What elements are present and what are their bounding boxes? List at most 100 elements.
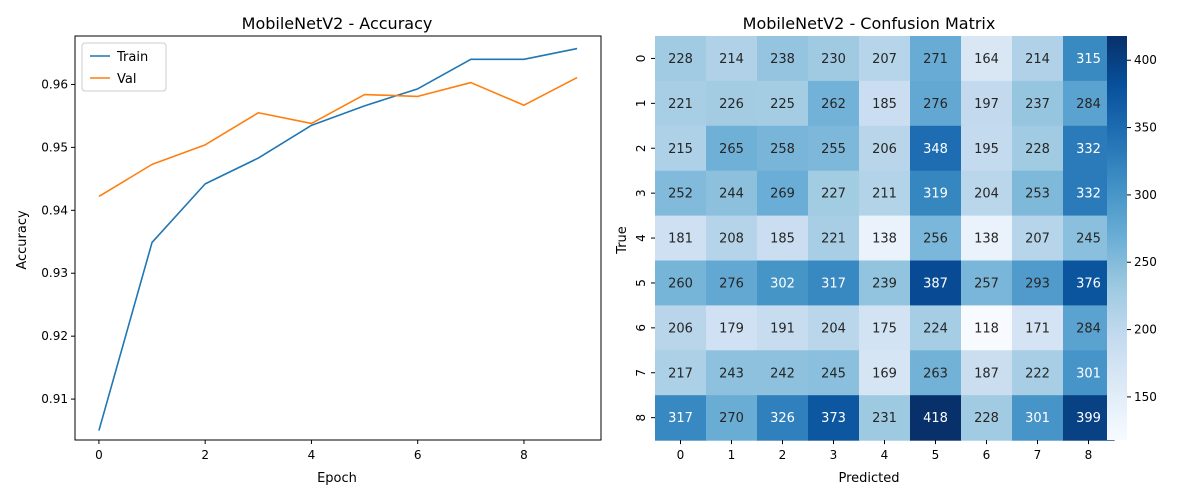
y-tick-label: 0.91 (41, 392, 68, 406)
x-tick-label: 6 (414, 448, 422, 462)
heatmap-cell-label: 206 (872, 142, 897, 157)
heatmap-cell-label: 244 (719, 187, 744, 202)
heatmap-cell-label: 227 (821, 187, 846, 202)
heatmap-cell (1063, 36, 1115, 82)
colorbar-tick-label: 400 (1134, 53, 1157, 67)
colorbar-tick-label: 200 (1134, 323, 1157, 337)
heatmap-cell-label: 301 (1076, 366, 1101, 381)
heatmap-cell (655, 260, 707, 306)
heatmap-cell-label: 245 (821, 366, 846, 381)
heatmap-cell-label: 207 (872, 52, 897, 67)
colorbar-tick-label: 250 (1134, 255, 1157, 269)
heatmap-x-tick-label: 0 (677, 448, 685, 462)
accuracy-chart-series (98, 47, 578, 431)
heatmap-cell (910, 305, 962, 351)
heatmap-cell (859, 305, 911, 351)
heatmap-x-tick-label: 1 (728, 448, 736, 462)
heatmap-cell-label: 293 (1025, 276, 1050, 291)
heatmap-cell (706, 350, 758, 396)
heatmap-cell (706, 80, 758, 127)
colorbar-gradient (1107, 36, 1127, 440)
heatmap-cell-label: 399 (1076, 411, 1101, 426)
y-tick-label: 0.92 (41, 329, 68, 343)
heatmap-cell-label: 387 (923, 276, 948, 291)
accuracy-chart: MobileNetV2 - Accuracy Epoch Accuracy 0 2… (15, 14, 602, 486)
heatmap-cell-label: 256 (923, 232, 948, 247)
heatmap-cell-label: 215 (668, 142, 693, 157)
confusion-matrix-ticks: 0 1 2 3 4 5 6 7 8 0 1 2 3 4 5 6 7 8 (634, 55, 1092, 462)
confusion-matrix-xlabel: Predicted (838, 471, 899, 486)
heatmap-cell-label: 228 (974, 411, 999, 426)
colorbar: 150 200 250 300 350 400 (1107, 36, 1157, 440)
heatmap-cell-label: 317 (668, 411, 693, 426)
heatmap-cell (757, 395, 809, 441)
heatmap-cell-label: 332 (1076, 187, 1101, 202)
y-tick-label: 0.93 (41, 266, 68, 280)
heatmap-cell-label: 175 (872, 321, 897, 336)
heatmap-cell (961, 260, 1013, 306)
heatmap-cell (1012, 215, 1064, 262)
heatmap-cell (757, 36, 809, 82)
heatmap-cell-label: 206 (668, 321, 693, 336)
heatmap-cell (1012, 170, 1064, 217)
heatmap-cell-label: 221 (821, 232, 846, 247)
heatmap-cell-label: 230 (821, 52, 846, 67)
heatmap-cell-label: 239 (872, 276, 897, 291)
heatmap-x-tick-label: 3 (830, 448, 838, 462)
heatmap-cell-label: 228 (668, 52, 693, 67)
heatmap-cell-label: 204 (974, 187, 999, 202)
heatmap-cell-label: 276 (923, 97, 948, 112)
heatmap-cell-label: 179 (719, 321, 744, 336)
heatmap-x-tick-label: 8 (1085, 448, 1093, 462)
heatmap-cell-label: 270 (719, 411, 744, 426)
heatmap-cell-label: 214 (1025, 52, 1050, 67)
heatmap-y-tick-label: 7 (634, 369, 648, 377)
heatmap-cell (706, 170, 758, 217)
heatmap-cell-label: 301 (1025, 411, 1050, 426)
heatmap-cell (961, 36, 1013, 82)
heatmap-cell-label: 169 (872, 366, 897, 381)
accuracy-chart-ticks: 0 2 4 6 8 0.91 0.92 0.93 0.94 0.95 0.96 (41, 77, 527, 462)
heatmap-cell (1063, 305, 1115, 351)
heatmap-cell-label: 263 (923, 366, 948, 381)
heatmap-cell (655, 350, 707, 396)
heatmap-cell (859, 215, 911, 262)
heatmap-cell (961, 80, 1013, 127)
heatmap-cell (706, 36, 758, 82)
heatmap-cell (1012, 80, 1064, 127)
series-line-val (98, 76, 578, 198)
heatmap-x-tick-label: 5 (932, 448, 940, 462)
heatmap-cell-label: 348 (923, 142, 948, 157)
colorbar-tick-label: 300 (1134, 188, 1157, 202)
heatmap-cell-label: 284 (1076, 321, 1101, 336)
x-tick-label: 4 (308, 448, 316, 462)
heatmap-cell-label: 319 (923, 187, 948, 202)
heatmap-cell-label: 185 (770, 232, 795, 247)
heatmap-cell (655, 395, 707, 441)
heatmap-cell-label: 138 (974, 232, 999, 247)
heatmap-cell (961, 170, 1013, 217)
x-tick-label: 2 (201, 448, 209, 462)
heatmap-y-tick-label: 1 (634, 100, 648, 108)
heatmap-cell (910, 395, 962, 441)
heatmap-cell-label: 276 (719, 276, 744, 291)
heatmap-cell-label: 231 (872, 411, 897, 426)
heatmap-cell-label: 260 (668, 276, 693, 291)
heatmap-cell-label: 315 (1076, 52, 1101, 67)
heatmap-cell (1012, 36, 1064, 82)
heatmap-cell-label: 271 (923, 52, 948, 67)
heatmap-cell-label: 214 (719, 52, 744, 67)
heatmap-cell (655, 80, 707, 127)
heatmap-cell (961, 395, 1013, 441)
heatmap-cell (757, 350, 809, 396)
heatmap-cell (1063, 80, 1115, 127)
heatmap-cell-label: 222 (1025, 366, 1050, 381)
heatmap-cell (757, 170, 809, 217)
heatmap-cell-label: 255 (821, 142, 846, 157)
heatmap-cell (808, 170, 860, 217)
heatmap-cell (655, 125, 707, 172)
heatmap-y-tick-label: 3 (634, 189, 648, 197)
y-tick-label: 0.94 (41, 203, 68, 217)
heatmap-cell (859, 260, 911, 306)
